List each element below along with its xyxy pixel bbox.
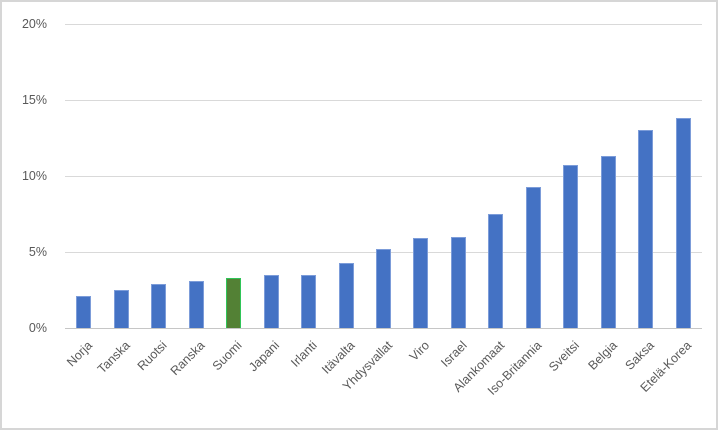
bar-iso-britannia (525, 186, 541, 328)
x-tick-label-belgia: Belgia (585, 338, 620, 373)
x-axis-labels: Norja Tanska Ruotsi Ranska Suomi Japani Irlant… (63, 333, 702, 428)
bar-etel-korea (675, 118, 691, 328)
x-tick-label-ruotsi: Ruotsi (134, 338, 170, 374)
x-tick-label-norja: Norja (63, 338, 95, 370)
x-tick-label-sveitsi: Sveitsi (546, 338, 583, 375)
y-tick-label: 0% (28, 321, 47, 335)
x-tick-label-japani: Japani (246, 338, 283, 375)
bar-tanska (113, 290, 129, 328)
bar-irlanti (301, 274, 317, 328)
y-tick-label: 5% (28, 245, 47, 259)
x-tick-label-saksa: Saksa (622, 338, 657, 373)
plot-area (65, 23, 702, 329)
bar-viro (413, 238, 429, 328)
x-tick-label-israel: Israel (438, 338, 470, 370)
gridline (65, 23, 702, 25)
bar-alankomaat (488, 214, 504, 328)
y-tick-label: 10% (21, 169, 47, 183)
x-tick-label-ranska: Ranska (167, 338, 208, 379)
bar-yhdysvallat (376, 248, 391, 328)
x-tick-label-irlanti: Irlanti (288, 338, 320, 370)
gridline (65, 99, 702, 101)
y-tick-label: 15% (21, 93, 47, 107)
bar-saksa (638, 130, 654, 328)
bar-israel (450, 236, 466, 328)
bar-norja (76, 296, 92, 328)
y-axis-labels: 0% 5% 10% 15% 20% (2, 18, 57, 334)
y-tick-label: 20% (21, 17, 47, 31)
bar-ranska (188, 280, 204, 328)
x-tick-label-viro: Viro (406, 338, 433, 364)
x-tick-label-tanska: Tanska (94, 338, 133, 377)
x-tick-label-suomi: Suomi (209, 338, 245, 374)
bar-belgia (600, 156, 616, 328)
bar-suomi (226, 277, 242, 328)
x-axis-line (65, 327, 702, 329)
gridline (65, 175, 702, 177)
bar-sveitsi (563, 165, 579, 328)
bar-japani (263, 274, 279, 328)
bar-ruotsi (151, 283, 167, 328)
bar-it-valta (338, 262, 354, 328)
